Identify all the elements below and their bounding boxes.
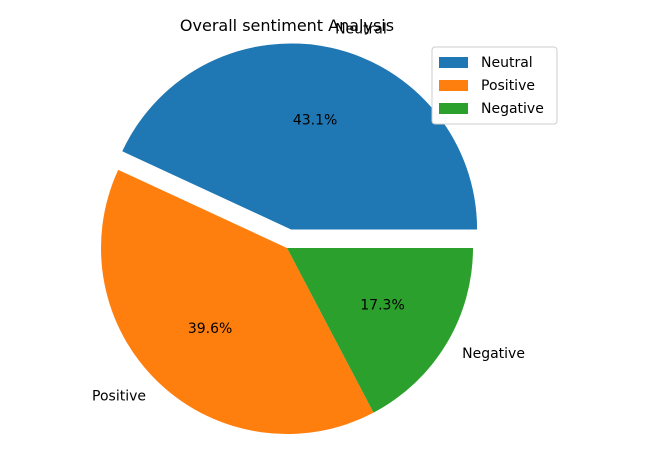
legend-label-positive: Positive	[481, 78, 535, 94]
slice-label-positive: Positive	[92, 388, 146, 404]
pie-slice-negative	[287, 248, 473, 413]
legend-swatch-positive	[439, 80, 468, 91]
legend-label-negative: Negative	[481, 101, 544, 117]
pie-slice-positive	[101, 169, 374, 434]
legend: Neutral Positive Negative	[431, 46, 558, 125]
legend-swatch-negative	[439, 103, 468, 114]
legend-swatch-neutral	[439, 57, 468, 68]
percent-label-neutral: 43.1%	[293, 112, 337, 128]
slice-labels: Neutral Positive Negative	[92, 22, 525, 405]
legend-entries: Neutral Positive Negative	[439, 55, 544, 117]
percent-labels: 43.1% 39.6% 17.3%	[188, 112, 405, 336]
percent-label-negative: 17.3%	[360, 298, 404, 314]
slice-label-negative: Negative	[462, 346, 525, 362]
legend-label-neutral: Neutral	[481, 55, 533, 71]
pie-slices	[101, 43, 478, 434]
chart-title: Overall sentiment Analysis	[180, 16, 394, 35]
pie-slice-neutral	[122, 43, 478, 230]
percent-label-positive: 39.6%	[188, 321, 232, 337]
slice-label-neutral: Neutral	[335, 22, 387, 38]
